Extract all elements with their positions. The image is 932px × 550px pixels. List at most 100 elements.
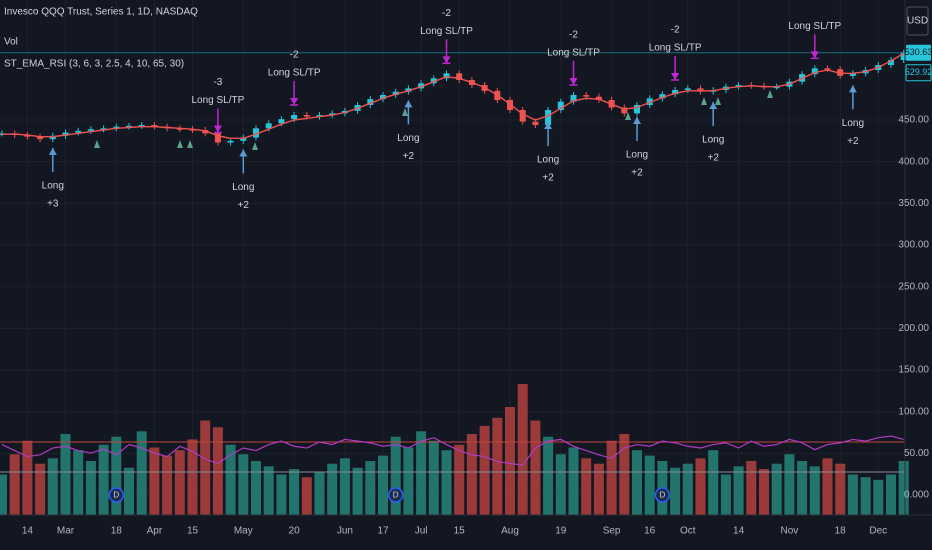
volume-bar [568, 447, 579, 515]
currency-button[interactable] [906, 6, 929, 36]
exit-count: -2 [442, 8, 451, 19]
candle [519, 110, 526, 122]
exit-count: -2 [290, 50, 299, 61]
volume-bar [136, 431, 147, 515]
candle [430, 78, 437, 84]
x-tick-label: Apr [147, 526, 163, 537]
exit-label: Long SL/TP [420, 26, 473, 37]
long-label: Long [537, 155, 559, 166]
volume-bar [0, 474, 7, 515]
long-count: +2 [238, 200, 250, 211]
volume-bar [682, 463, 693, 515]
volume-bar [200, 420, 211, 515]
candle [380, 95, 386, 100]
candle [773, 86, 780, 89]
rsi-line [1, 435, 904, 466]
signal-triangle [402, 108, 408, 116]
exit-arrow-head [810, 51, 819, 59]
exit-count: -3 [213, 77, 222, 88]
volume-bar [670, 467, 681, 515]
volume-bar [352, 467, 363, 515]
y-tick-label: 0.000 [904, 490, 929, 501]
y-tick-label: 450.00 [898, 115, 929, 126]
y-tick-label: 350.00 [898, 198, 929, 209]
long-arrow-head [709, 102, 718, 109]
last-price-box [906, 44, 931, 61]
candle [329, 113, 336, 115]
volume-bar [251, 461, 261, 515]
volume-bar [111, 436, 122, 515]
candle [595, 96, 602, 100]
candle [659, 94, 666, 99]
volume-bar [886, 474, 896, 515]
axes: 0.000 50.00 100.00 150.00 200.00 250.00 300.00… [22, 44, 932, 537]
candle [113, 126, 120, 129]
long-arrow-head [544, 122, 553, 129]
volume-bar [479, 425, 490, 515]
candle [824, 68, 831, 70]
volume-bar [187, 439, 198, 515]
dividend-marker [654, 487, 671, 503]
exit-label: Long SL/TP [191, 95, 244, 106]
last-price-label: 530.63 [905, 47, 932, 57]
x-tick-label: 18 [835, 526, 847, 537]
x-tick-label: 15 [187, 526, 199, 537]
x-tick-label: 15 [454, 526, 466, 537]
dividend-marker [108, 487, 125, 503]
candle [570, 95, 577, 102]
exit-arrow-head [290, 98, 299, 105]
x-tick-label: 19 [555, 526, 567, 537]
volume-bar [149, 447, 160, 515]
volume-bar [759, 469, 769, 515]
volume-bar [530, 420, 541, 515]
candle [227, 140, 234, 143]
candle [37, 136, 44, 140]
candle [557, 101, 564, 110]
volume-bar [98, 444, 109, 515]
volume-bar [835, 463, 846, 515]
candle [456, 73, 463, 80]
signal-triangle [187, 140, 193, 148]
volume-bar [492, 417, 503, 515]
dividend-label: D [393, 491, 399, 500]
volume-bar [238, 454, 249, 515]
candle [49, 135, 56, 140]
volume-bar [327, 463, 338, 515]
candle [418, 83, 425, 89]
long-label: Long [702, 135, 724, 146]
volume-bar [212, 427, 223, 515]
signal-triangle [715, 97, 721, 105]
y-tick-label: 50.00 [904, 448, 929, 459]
candle [672, 90, 679, 95]
candle [900, 52, 907, 60]
candle [837, 69, 844, 76]
x-tick-label: Nov [781, 526, 799, 537]
exit-arrow-head [213, 125, 222, 133]
price-pane [0, 49, 907, 146]
volume-bar [276, 474, 287, 515]
volume-bar [860, 477, 871, 515]
exit-label: Long SL/TP [547, 48, 600, 59]
volume-bar [555, 454, 566, 515]
long-label: Long [842, 118, 864, 129]
volume-bar [581, 458, 592, 515]
long-count: +2 [707, 153, 719, 164]
signal-triangle [94, 140, 100, 148]
candle [303, 115, 310, 117]
volume-bar [225, 444, 236, 515]
long-arrow-head [239, 149, 248, 157]
currency[interactable]: USD [907, 16, 928, 27]
volume-bar [593, 463, 604, 515]
chart-title: Invesco QQQ Trust, Series 1, 1D, NASDAQ [4, 7, 198, 18]
candle [392, 91, 399, 95]
long-arrow-head [848, 85, 857, 93]
candle [697, 88, 704, 92]
x-tick-label: 14 [733, 526, 745, 537]
dividend-label: D [113, 491, 119, 500]
signal-triangle [252, 142, 258, 150]
candle [888, 60, 894, 65]
exit-count: -2 [569, 30, 578, 41]
volume-bar [797, 461, 808, 515]
